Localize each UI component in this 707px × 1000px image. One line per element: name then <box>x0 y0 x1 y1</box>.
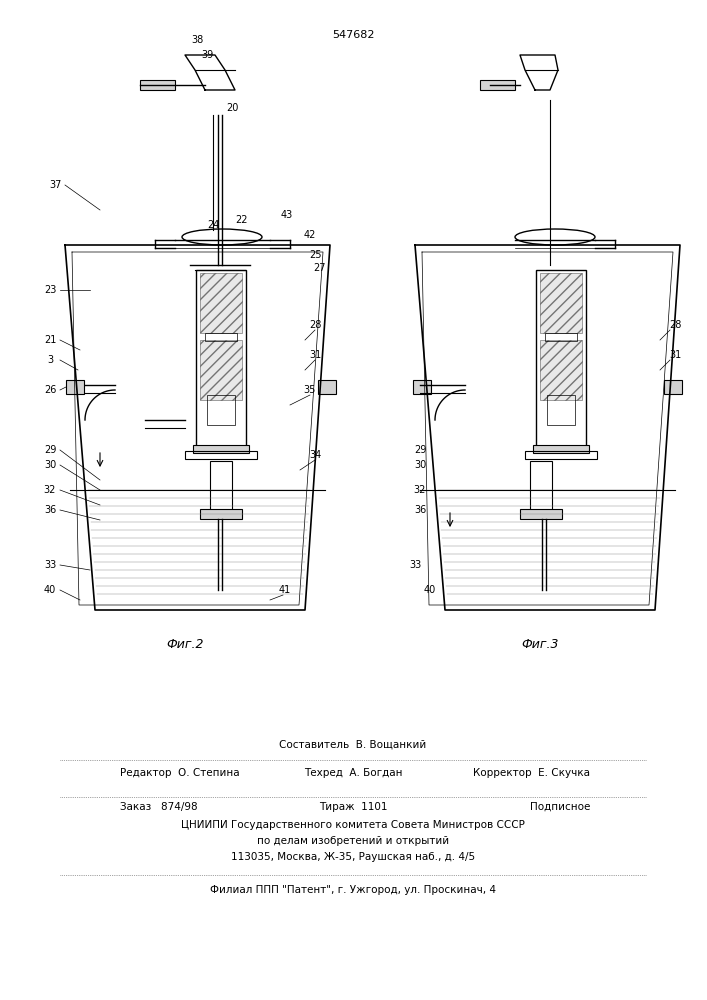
Text: 42: 42 <box>304 230 316 240</box>
Bar <box>200 509 242 519</box>
Text: 32: 32 <box>44 485 56 495</box>
Bar <box>66 380 84 394</box>
Text: 37: 37 <box>49 180 62 190</box>
Text: Фиг.3: Фиг.3 <box>521 639 559 652</box>
Bar <box>547 395 575 425</box>
Text: Фиг.2: Фиг.2 <box>166 639 204 652</box>
Text: 3: 3 <box>47 355 53 365</box>
Bar <box>480 80 515 90</box>
Text: 30: 30 <box>44 460 56 470</box>
Bar <box>200 340 242 400</box>
Text: 40: 40 <box>424 585 436 595</box>
Text: 28: 28 <box>669 320 681 330</box>
Text: 36: 36 <box>414 505 426 515</box>
Bar <box>196 270 246 450</box>
Bar <box>520 509 562 519</box>
Text: 30: 30 <box>414 460 426 470</box>
Text: 33: 33 <box>44 560 56 570</box>
Bar <box>545 333 577 341</box>
Text: Техред  А. Богдан: Техред А. Богдан <box>304 768 402 778</box>
Bar <box>200 273 242 333</box>
Text: Филиал ППП "Патент", г. Ужгород, ул. Проскинач, 4: Филиал ППП "Патент", г. Ужгород, ул. Про… <box>210 885 496 895</box>
Text: Составитель  В. Вощанкий: Составитель В. Вощанкий <box>279 740 426 750</box>
Text: 25: 25 <box>309 250 321 260</box>
Text: Заказ   874/98: Заказ 874/98 <box>120 802 198 812</box>
Text: 27: 27 <box>314 263 326 273</box>
Text: Корректор  Е. Скучка: Корректор Е. Скучка <box>473 768 590 778</box>
Text: 34: 34 <box>309 450 321 460</box>
Text: 39: 39 <box>201 50 213 60</box>
Text: 38: 38 <box>191 35 203 45</box>
Bar <box>413 380 431 394</box>
Text: 29: 29 <box>44 445 56 455</box>
Text: Тираж  1101: Тираж 1101 <box>319 802 387 812</box>
Text: 36: 36 <box>44 505 56 515</box>
Text: 32: 32 <box>414 485 426 495</box>
Text: 28: 28 <box>309 320 321 330</box>
Bar <box>210 461 232 511</box>
Bar <box>205 333 237 341</box>
Text: 20: 20 <box>226 103 238 113</box>
Text: 35: 35 <box>304 385 316 395</box>
Text: 547682: 547682 <box>332 30 374 40</box>
Text: 21: 21 <box>44 335 56 345</box>
Bar <box>540 340 582 400</box>
Text: 33: 33 <box>409 560 421 570</box>
Text: 31: 31 <box>309 350 321 360</box>
Bar <box>540 273 582 333</box>
Bar <box>193 445 249 453</box>
Text: 113035, Москва, Ж-35, Раушская наб., д. 4/5: 113035, Москва, Ж-35, Раушская наб., д. … <box>231 852 475 862</box>
Text: 29: 29 <box>414 445 426 455</box>
Bar <box>140 80 175 90</box>
Text: 22: 22 <box>235 215 248 225</box>
Text: по делам изобретений и открытий: по делам изобретений и открытий <box>257 836 449 846</box>
Text: 41: 41 <box>279 585 291 595</box>
Text: 23: 23 <box>44 285 56 295</box>
Bar <box>525 451 597 459</box>
Text: Редактор  О. Степина: Редактор О. Степина <box>120 768 240 778</box>
Bar <box>185 451 257 459</box>
Text: 31: 31 <box>669 350 681 360</box>
Text: 43: 43 <box>281 210 293 220</box>
Bar <box>530 461 552 511</box>
Bar <box>664 380 682 394</box>
Text: 26: 26 <box>44 385 56 395</box>
Text: 24: 24 <box>207 220 219 230</box>
Bar <box>533 445 589 453</box>
Text: Подписное: Подписное <box>530 802 590 812</box>
Text: 40: 40 <box>44 585 56 595</box>
Bar <box>536 270 586 450</box>
Bar <box>318 380 336 394</box>
Bar <box>207 395 235 425</box>
Text: ЦНИИПИ Государственного комитета Совета Министров СССР: ЦНИИПИ Государственного комитета Совета … <box>181 820 525 830</box>
